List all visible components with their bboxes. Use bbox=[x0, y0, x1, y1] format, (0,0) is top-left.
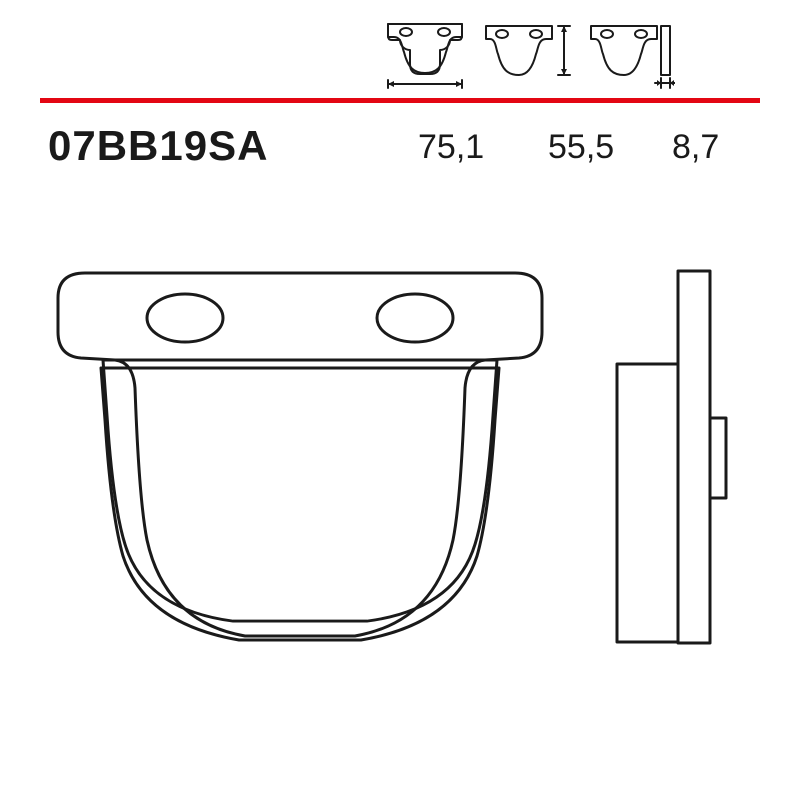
width-value: 75,1 bbox=[418, 128, 484, 167]
header-rule bbox=[40, 98, 760, 103]
width-dim-icon bbox=[380, 20, 470, 92]
thickness-value: 8,7 bbox=[672, 128, 719, 167]
diagram-canvas: 07BB19SA 75,1 55,5 8,7 bbox=[0, 0, 800, 800]
part-number-label: 07BB19SA bbox=[48, 122, 268, 170]
brake-pad-front-view bbox=[55, 270, 545, 650]
dimension-key-icons bbox=[380, 20, 675, 92]
thickness-dim-icon bbox=[585, 20, 675, 92]
height-dim-icon bbox=[480, 20, 575, 92]
height-value: 55,5 bbox=[548, 128, 614, 167]
brake-pad-side-view bbox=[614, 268, 734, 650]
